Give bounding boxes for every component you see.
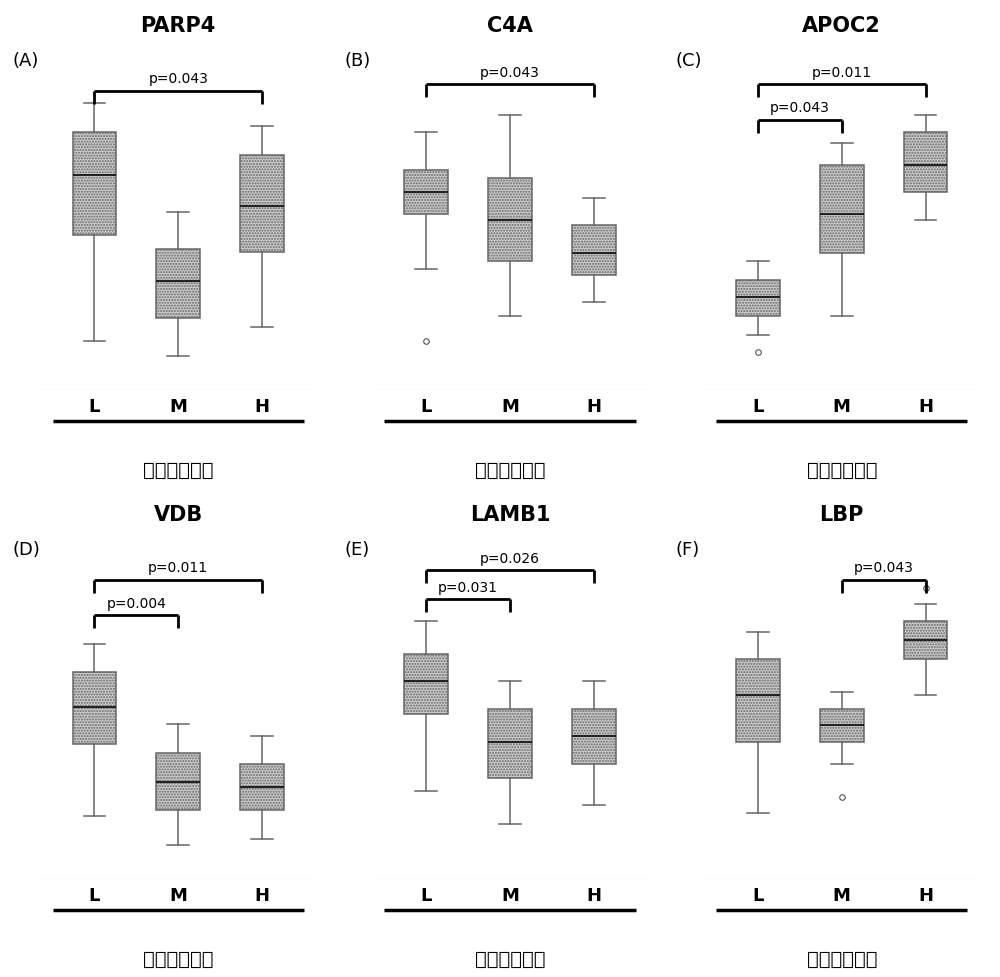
PathPatch shape	[572, 225, 616, 275]
Text: p=0.043: p=0.043	[854, 561, 914, 575]
PathPatch shape	[156, 249, 200, 319]
Text: p=0.043: p=0.043	[770, 101, 830, 115]
Text: (A): (A)	[12, 53, 39, 70]
PathPatch shape	[572, 708, 616, 764]
Text: 无糖尿病患者: 无糖尿病患者	[475, 461, 545, 480]
PathPatch shape	[73, 132, 116, 235]
Text: p=0.043: p=0.043	[148, 72, 208, 86]
Text: LAMB1: LAMB1	[470, 505, 550, 526]
Text: APOC2: APOC2	[802, 17, 881, 36]
PathPatch shape	[404, 170, 448, 214]
PathPatch shape	[240, 154, 284, 252]
PathPatch shape	[820, 708, 864, 742]
Text: 无糖尿病患者: 无糖尿病患者	[143, 950, 213, 969]
Text: (F): (F)	[676, 541, 700, 560]
Text: p=0.011: p=0.011	[148, 561, 208, 575]
Text: 无糖尿病患者: 无糖尿病患者	[475, 950, 545, 969]
Text: 无糖尿病患者: 无糖尿病患者	[807, 950, 877, 969]
PathPatch shape	[736, 280, 780, 316]
Text: 无糖尿病患者: 无糖尿病患者	[807, 461, 877, 480]
PathPatch shape	[904, 620, 947, 659]
Text: PARP4: PARP4	[141, 17, 216, 36]
PathPatch shape	[488, 179, 532, 261]
Text: (E): (E)	[344, 541, 369, 560]
PathPatch shape	[73, 672, 116, 744]
Text: p=0.026: p=0.026	[480, 552, 540, 566]
PathPatch shape	[736, 659, 780, 742]
PathPatch shape	[404, 654, 448, 714]
Text: p=0.043: p=0.043	[480, 65, 540, 80]
Text: C4A: C4A	[487, 17, 533, 36]
PathPatch shape	[156, 753, 200, 810]
Text: p=0.011: p=0.011	[812, 65, 872, 80]
Text: (C): (C)	[676, 53, 702, 70]
Text: LBP: LBP	[820, 505, 864, 526]
Text: p=0.031: p=0.031	[438, 580, 498, 595]
PathPatch shape	[904, 132, 947, 192]
Text: VDB: VDB	[154, 505, 203, 526]
PathPatch shape	[488, 708, 532, 778]
Text: (B): (B)	[344, 53, 370, 70]
Text: p=0.004: p=0.004	[106, 597, 166, 611]
Text: 无糖尿病患者: 无糖尿病患者	[143, 461, 213, 480]
PathPatch shape	[820, 165, 864, 253]
Text: (D): (D)	[12, 541, 40, 560]
PathPatch shape	[240, 764, 284, 810]
